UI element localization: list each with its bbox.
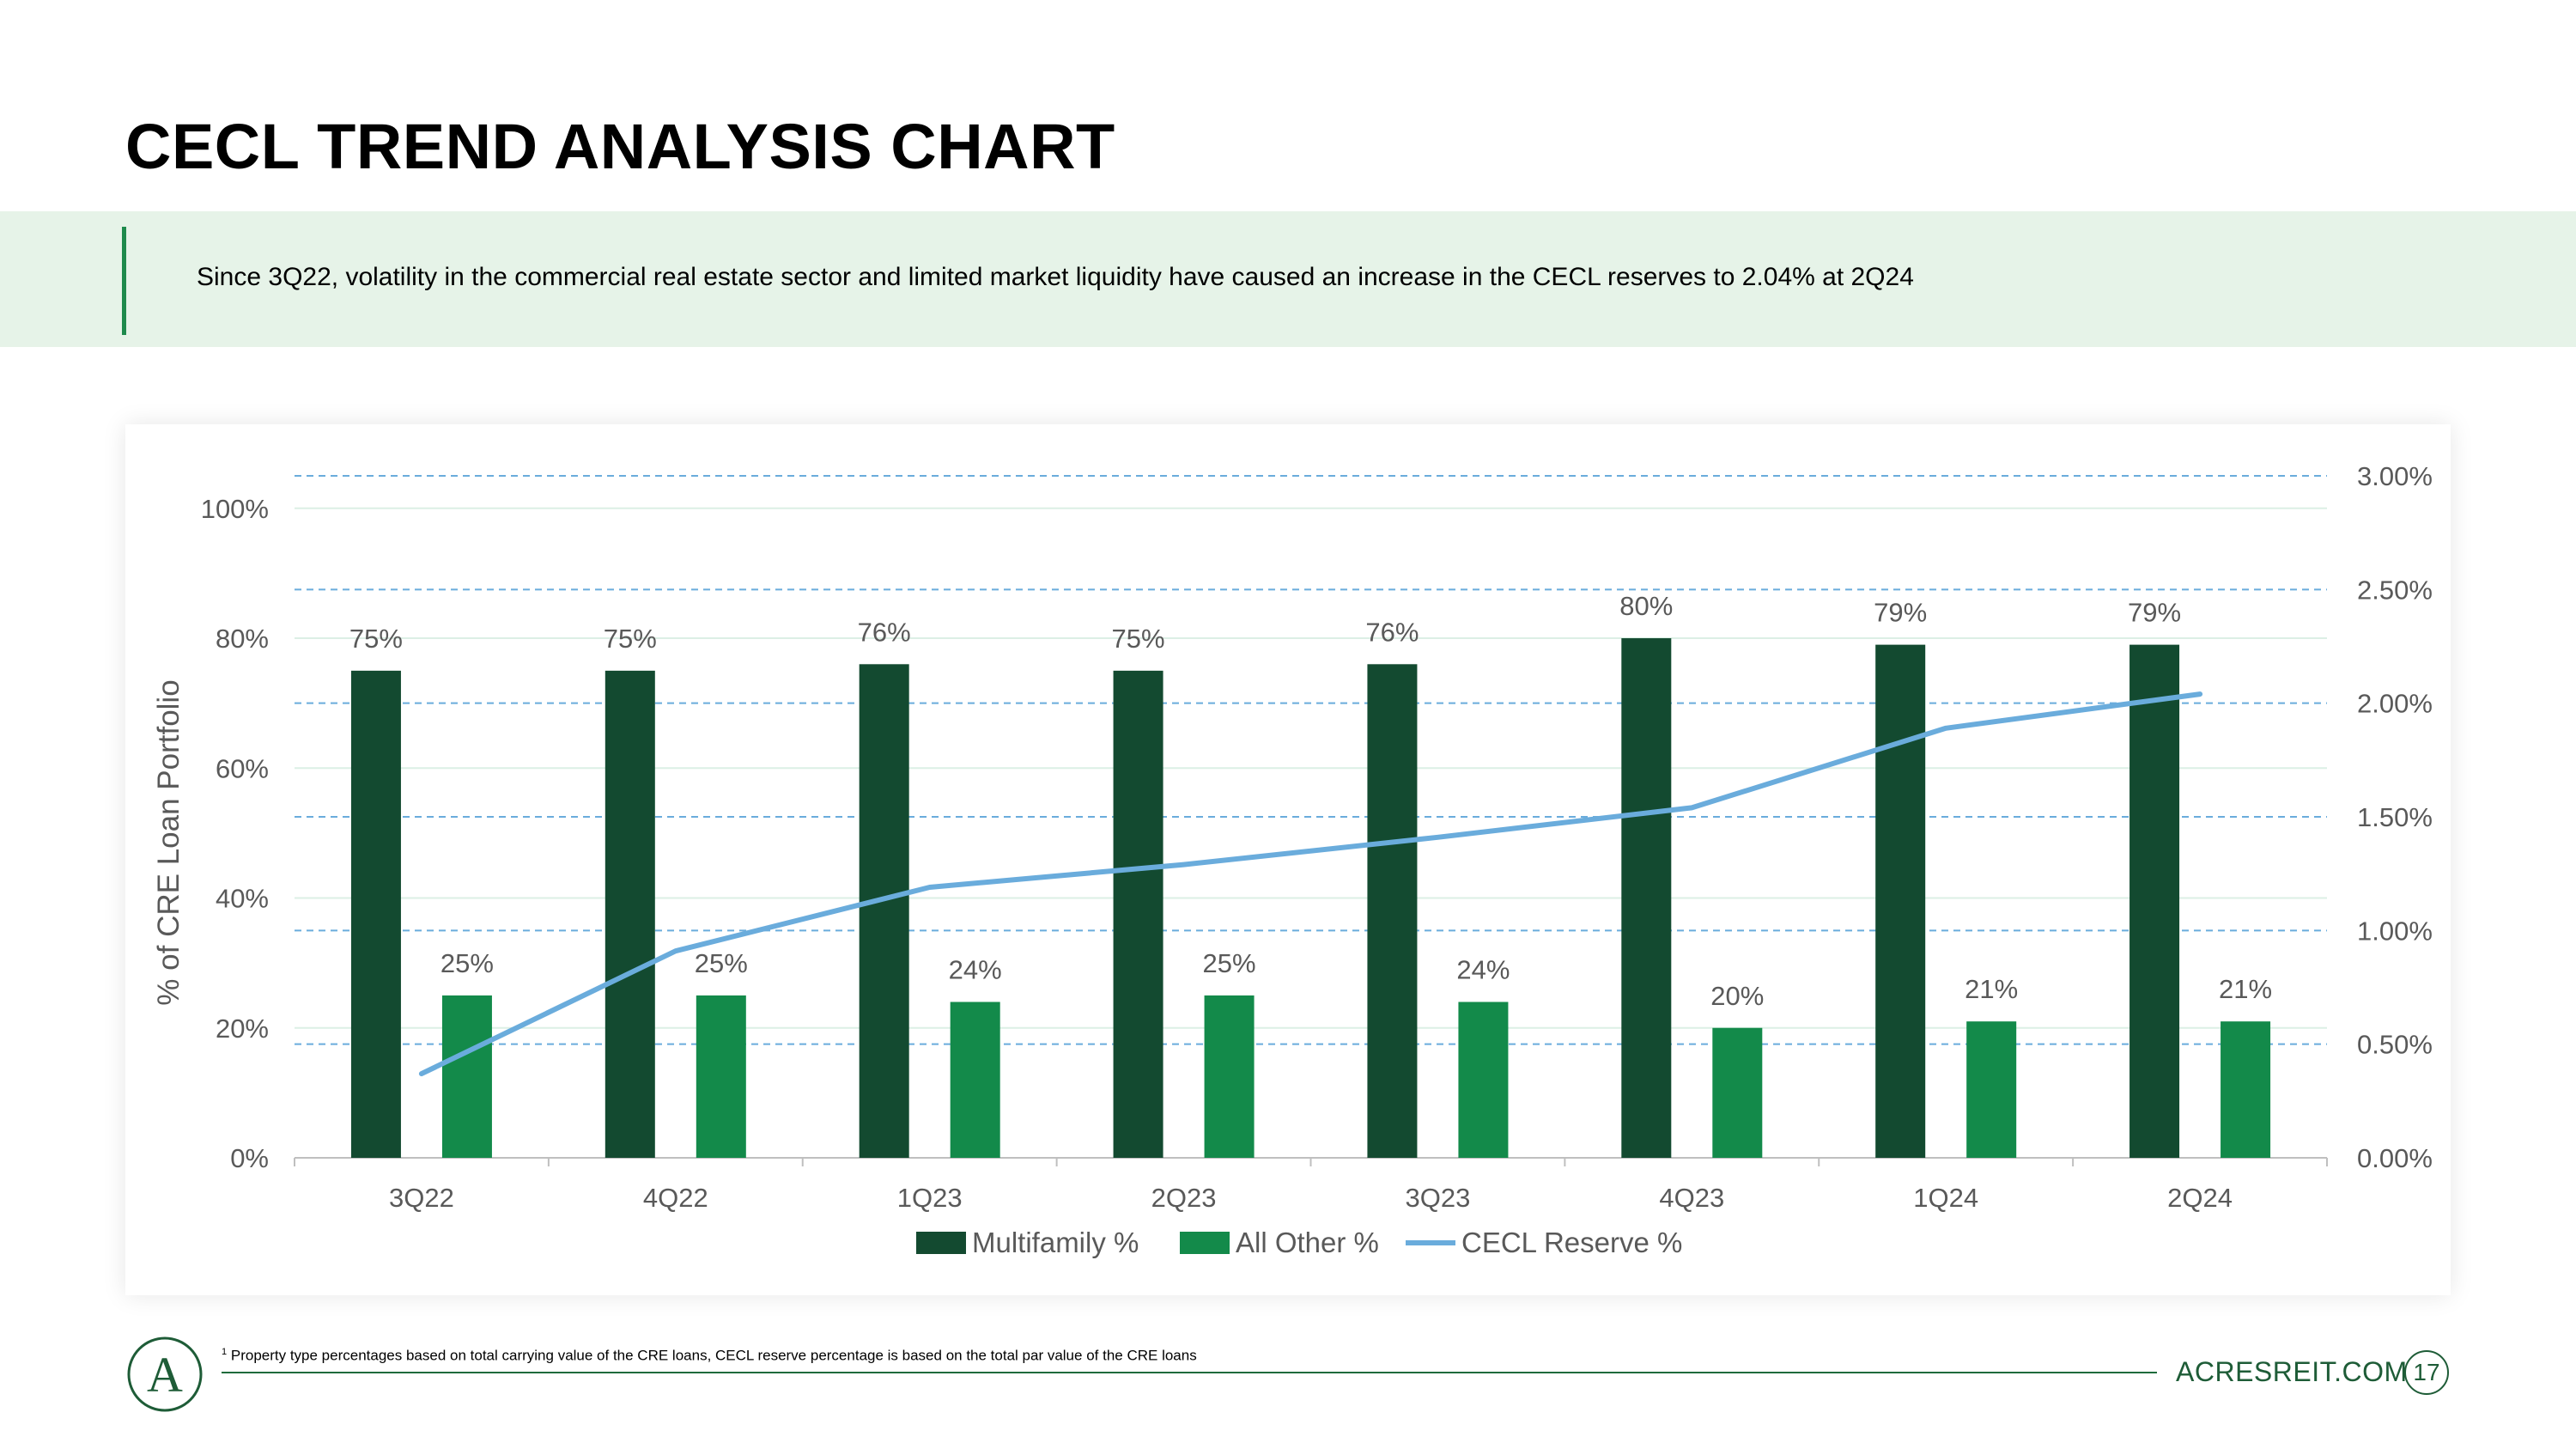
data-label-all-other: 25% [1203, 948, 1256, 978]
acres-logo: A [125, 1335, 204, 1414]
data-label-multifamily: 80% [1619, 591, 1673, 621]
bar-all-other [1204, 995, 1255, 1158]
x-tick-label: 1Q23 [897, 1183, 963, 1213]
banner-text: Since 3Q22, volatility in the commercial… [197, 263, 1914, 291]
bar-all-other [441, 995, 492, 1158]
y-tick-label: 0% [230, 1143, 269, 1173]
data-label-multifamily: 79% [2128, 598, 2181, 628]
data-label-multifamily: 76% [1365, 617, 1419, 647]
footnote-marker: 1 [222, 1347, 228, 1357]
bar-multifamily [2129, 644, 2180, 1158]
chart-card: 0% 20% 40% 60% 80% 100% 0.00% 0.50% 1.00% 1.50% 2.… [125, 424, 2451, 1295]
bar-multifamily [859, 664, 909, 1158]
website-link[interactable]: ACRESREIT.COM [2176, 1356, 2408, 1387]
footnote: 1 Property type percentages based on tot… [222, 1347, 1197, 1365]
banner-accent-bar [122, 227, 126, 335]
footer-divider [222, 1372, 2157, 1373]
y2-tick-label: 2.50% [2357, 575, 2433, 605]
y-tick-label: 40% [216, 884, 269, 914]
y2-tick-label: 0.50% [2357, 1030, 2433, 1060]
bar-all-other [1712, 1027, 1763, 1158]
x-tick-label: 2Q24 [2167, 1183, 2233, 1213]
data-label-multifamily: 75% [349, 624, 403, 654]
bar-all-other [1458, 1002, 1509, 1158]
data-label-all-other: 24% [1456, 955, 1510, 985]
page-title: CECL TREND ANALYSIS CHART [125, 111, 1115, 182]
logo-letter: A [147, 1347, 183, 1403]
data-label-all-other: 25% [695, 948, 748, 978]
y-tick-label: 60% [216, 753, 269, 783]
cecl-trend-chart: 0% 20% 40% 60% 80% 100% 0.00% 0.50% 1.00% 1.50% 2.… [152, 461, 2433, 1258]
x-tick-label: 3Q23 [1406, 1183, 1471, 1213]
legend-label-cecl-reserve: CECL Reserve % [1461, 1227, 1682, 1258]
x-tick-label: 3Q22 [389, 1183, 454, 1213]
bar-multifamily [1367, 664, 1418, 1158]
summary-banner: Since 3Q22, volatility in the commercial… [0, 211, 2576, 347]
bar-all-other [950, 1002, 1000, 1158]
x-tick-label: 1Q24 [1913, 1183, 1978, 1213]
y-tick-label: 80% [216, 624, 269, 654]
data-label-all-other: 25% [440, 948, 494, 978]
x-tick-label: 4Q22 [643, 1183, 708, 1213]
data-label-multifamily: 76% [858, 617, 911, 647]
bar-multifamily [1113, 670, 1163, 1158]
legend-label-multifamily: Multifamily % [972, 1227, 1139, 1258]
data-label-all-other: 21% [1965, 974, 2018, 1004]
y2-tick-label: 3.00% [2357, 461, 2433, 491]
bar-multifamily [605, 670, 655, 1158]
y2-tick-label: 1.00% [2357, 916, 2433, 946]
data-label-all-other: 21% [2219, 974, 2272, 1004]
line-cecl-reserve [418, 691, 2203, 1077]
y-axis-title: % of CRE Loan Portfolio [152, 679, 185, 1005]
legend-swatch-all-other [1180, 1232, 1230, 1254]
x-tick-label: 4Q23 [1659, 1183, 1724, 1213]
page-number: 17 [2404, 1350, 2449, 1395]
data-label-all-other: 24% [949, 955, 1002, 985]
bar-multifamily [1621, 638, 1672, 1158]
bar-multifamily [1875, 644, 1926, 1158]
y2-tick-label: 1.50% [2357, 802, 2433, 832]
legend-label-all-other: All Other % [1236, 1227, 1379, 1258]
x-tick-label: 2Q23 [1151, 1183, 1217, 1213]
bar-all-other [1966, 1021, 2017, 1158]
bar-multifamily [350, 670, 401, 1158]
bar-all-other [2221, 1021, 2271, 1158]
y-tick-label: 20% [216, 1014, 269, 1044]
legend-swatch-multifamily [916, 1232, 966, 1254]
data-label-multifamily: 79% [1874, 598, 1927, 628]
y2-tick-label: 2.00% [2357, 689, 2433, 719]
data-label-multifamily: 75% [604, 624, 657, 654]
data-label-all-other: 20% [1710, 981, 1764, 1011]
data-label-multifamily: 75% [1112, 624, 1165, 654]
footnote-text: Property type percentages based on total… [230, 1347, 1197, 1364]
y2-tick-label: 0.00% [2357, 1143, 2433, 1173]
bar-all-other [696, 995, 746, 1158]
y-tick-label: 100% [201, 494, 269, 524]
